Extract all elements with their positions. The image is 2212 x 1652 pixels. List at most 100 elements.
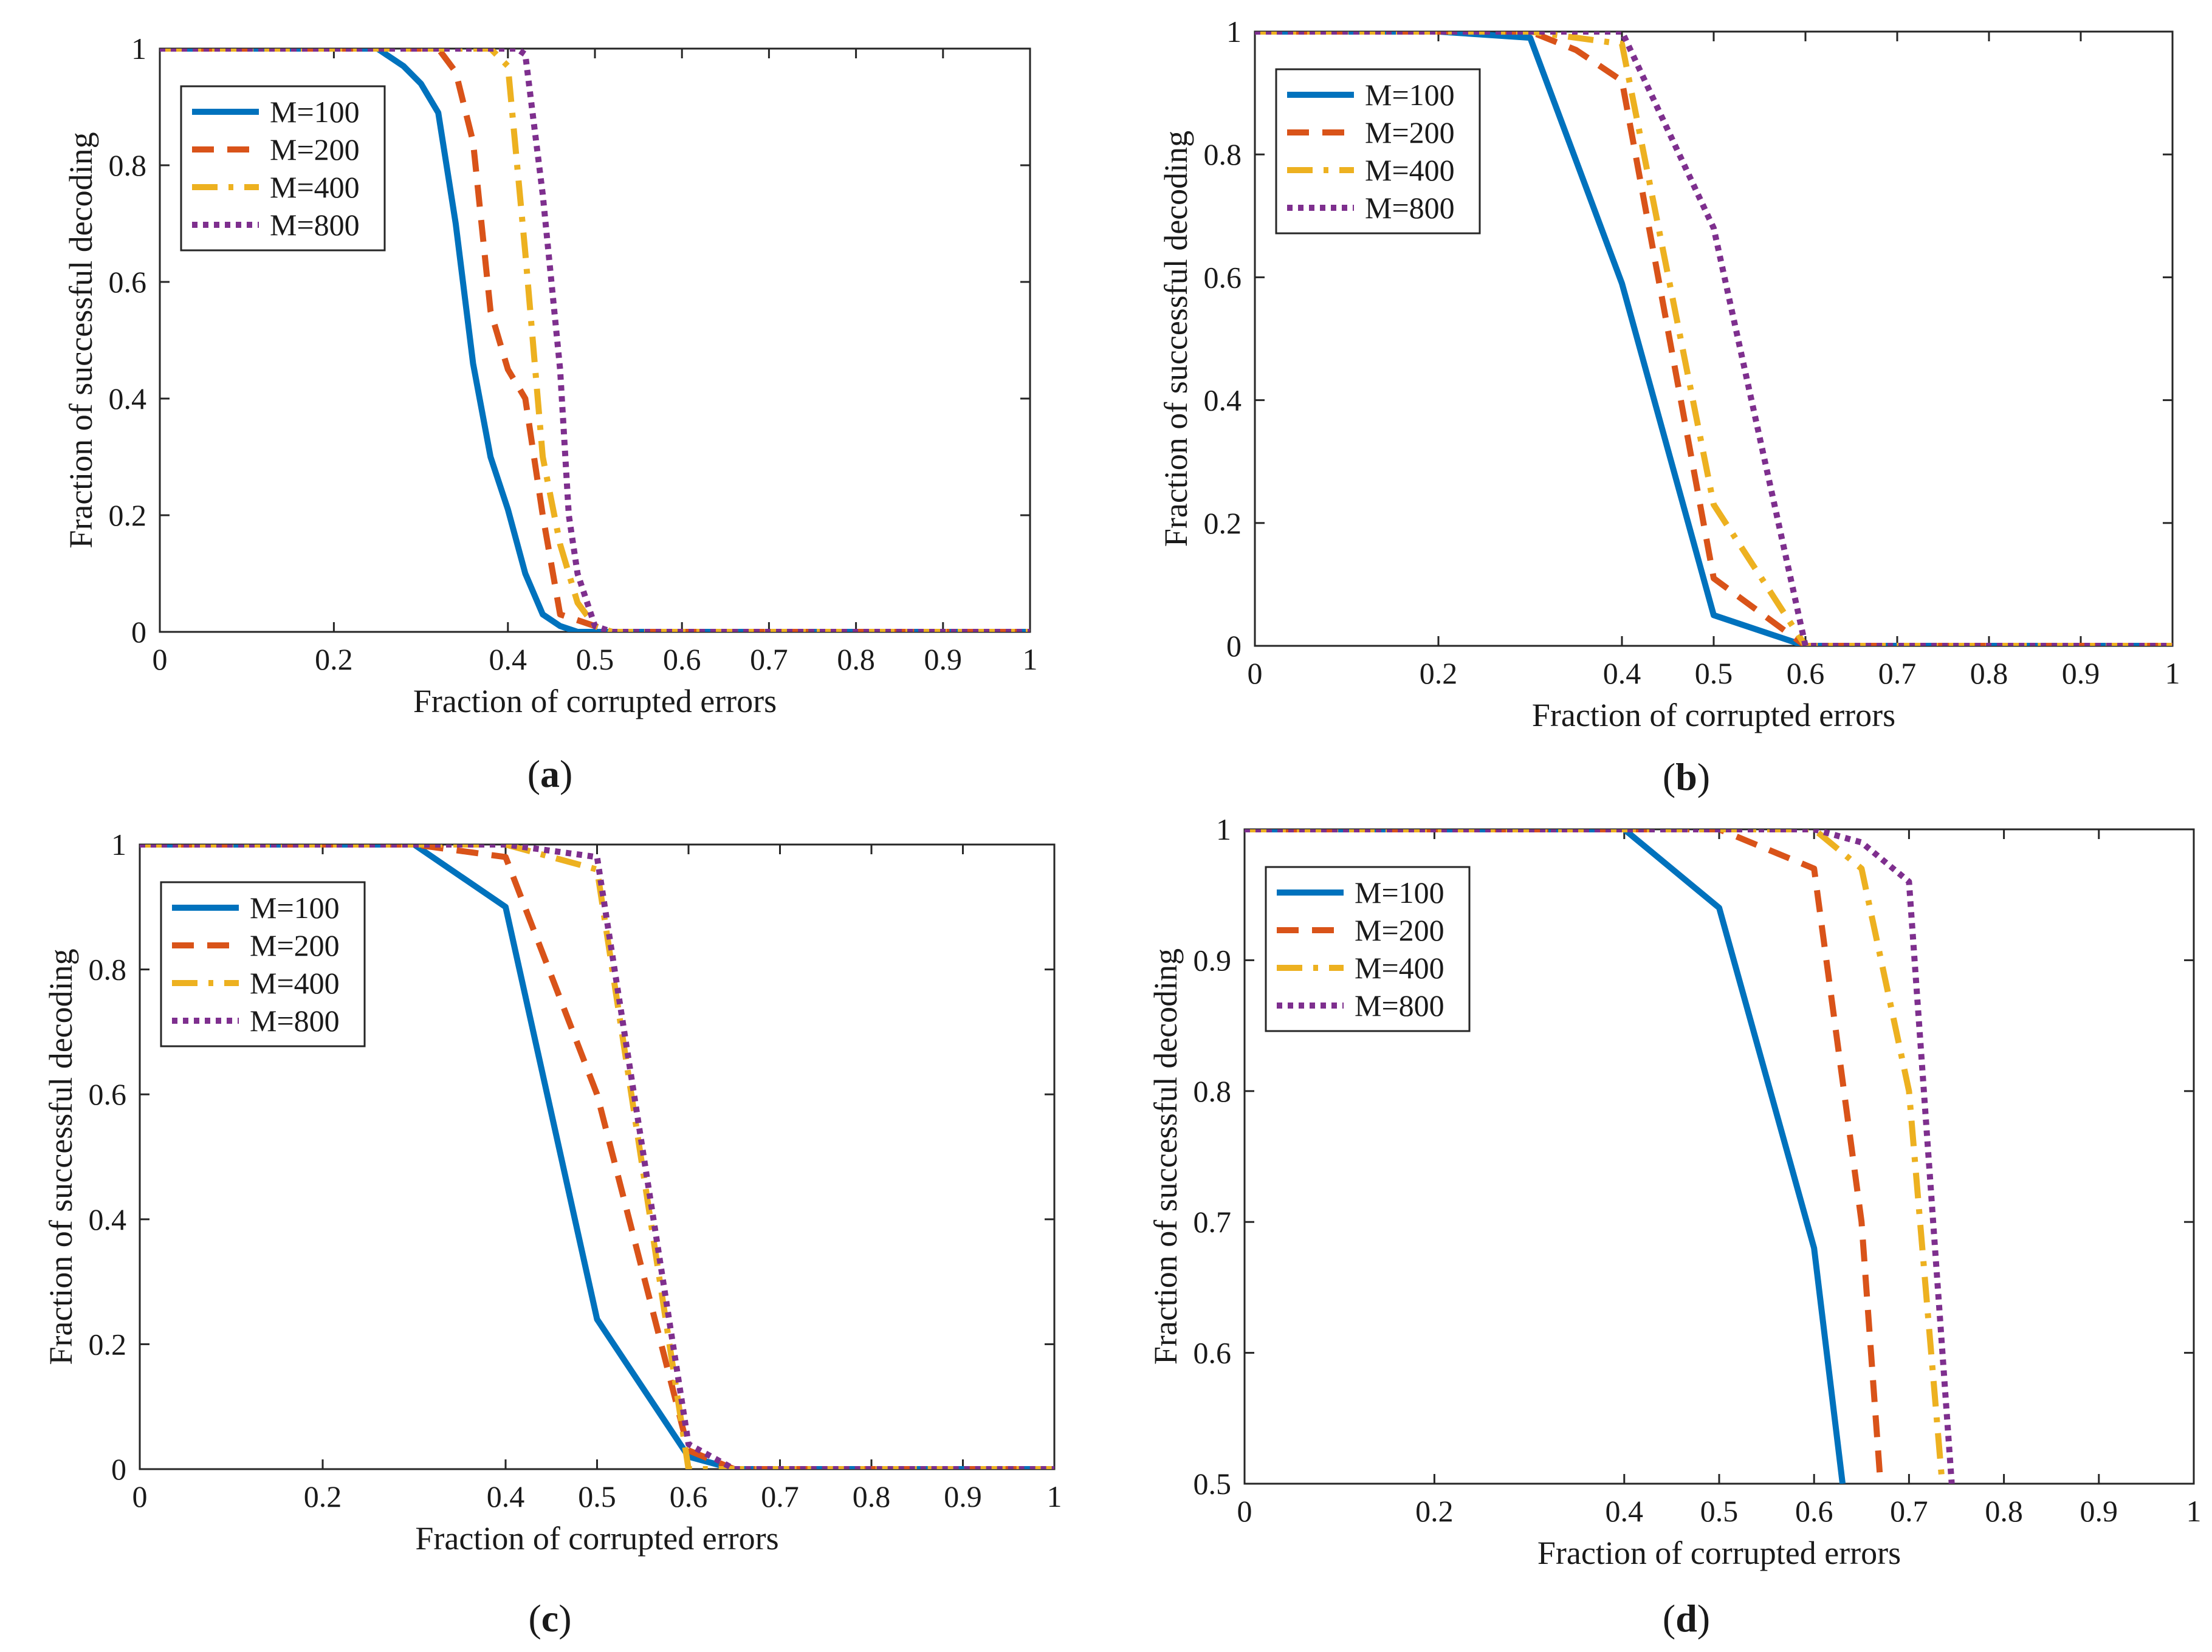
caption-close-paren: ) [1697, 755, 1710, 798]
chart-panel-b: 0 0.2 0.4 0.5 0.6 0.7 0.8 0.9 1 0 0.2 0.4 0.6 0.8 1 Fra… [1158, 15, 2180, 798]
panel-caption: (a) [527, 752, 573, 795]
x-tick-label: 0.7 [1878, 656, 1917, 690]
y-tick-label: 0.7 [1194, 1205, 1232, 1239]
series-group [1255, 32, 2172, 646]
x-tick-label: 0.8 [853, 1479, 891, 1513]
legend-label: M=800 [1365, 191, 1455, 225]
x-axis-label: Fraction of corrupted errors [1537, 1535, 1901, 1571]
series-line-m-400 [160, 49, 1030, 632]
x-tick-label: 0.2 [1415, 1494, 1454, 1528]
legend-label: M=800 [250, 1004, 340, 1038]
x-axis-label: Fraction of corrupted errors [415, 1520, 778, 1557]
chart-panel-c: 0 0.2 0.4 0.5 0.6 0.7 0.8 0.9 1 0 0.2 0.4 0.6 0.8 1 Fra… [43, 828, 1062, 1640]
y-tick-label: 0.8 [89, 953, 127, 987]
x-tick-label: 1 [2165, 656, 2180, 690]
legend-label: M=100 [1355, 876, 1444, 910]
x-tick-label: 0.2 [1420, 656, 1458, 690]
chart-panel-a: 0 0.2 0.4 0.5 0.6 0.7 0.8 0.9 1 0 0.2 0.4 0.6 0.8 1 Fra… [63, 32, 1038, 795]
x-tick-label: 1 [2186, 1494, 2202, 1528]
legend-label: M=400 [1365, 153, 1455, 187]
y-tick-label: 0.8 [1204, 137, 1242, 171]
x-tick-label: 0 [1237, 1494, 1252, 1528]
caption-close-paren: ) [558, 1597, 571, 1640]
x-tick-label: 0.9 [2062, 656, 2100, 690]
y-tick-label: 1 [1226, 15, 1242, 49]
legend-label: M=200 [270, 132, 360, 166]
panel-caption: (c) [528, 1597, 571, 1640]
series-group [1245, 829, 1955, 1484]
y-tick-label: 0 [111, 1452, 126, 1486]
x-tick-label: 0.8 [1985, 1494, 2023, 1528]
y-axis-label: Fraction of successful decoding [1147, 948, 1184, 1365]
series-line-m-800 [1255, 32, 2172, 646]
y-tick-label: 0.5 [1194, 1467, 1232, 1501]
y-tick-label: 0 [131, 615, 146, 649]
y-tick-label: 1 [111, 828, 126, 862]
x-tick-label: 0.6 [670, 1479, 708, 1513]
legend-label: M=400 [250, 966, 340, 1000]
series-line-m-100 [1255, 32, 2172, 646]
legend-label: M=800 [270, 208, 360, 242]
x-tick-label: 0.5 [1695, 656, 1733, 690]
x-tick-label: 0.6 [1795, 1494, 1833, 1528]
y-tick-label: 0.6 [1194, 1336, 1232, 1370]
x-tick-label: 0.6 [1787, 656, 1825, 690]
series-line-m-100 [140, 845, 1054, 1469]
x-tick-label: 0.9 [2080, 1494, 2118, 1528]
x-tick-label: 1 [1023, 642, 1038, 676]
y-axis-label: Fraction of successful decoding [63, 132, 99, 548]
x-tick-label: 0.5 [576, 642, 614, 676]
caption-letter: b [1675, 755, 1697, 798]
caption-open-paren: ( [1663, 755, 1675, 798]
series-line-m-100 [1245, 829, 1846, 1484]
caption-letter: a [540, 752, 560, 795]
y-tick-label: 0.2 [1204, 506, 1242, 540]
y-tick-label: 0.8 [1194, 1074, 1232, 1108]
x-tick-label: 0.2 [315, 642, 353, 676]
series-line-m-800 [160, 49, 1030, 632]
x-tick-label: 0 [1248, 656, 1263, 690]
series-line-m-200 [1245, 829, 1884, 1484]
panel-caption: (d) [1663, 1597, 1710, 1640]
caption-open-paren: ( [527, 752, 540, 795]
y-tick-label: 0.9 [1194, 943, 1232, 977]
x-tick-label: 0.2 [304, 1479, 342, 1513]
series-line-m-100 [160, 49, 1030, 632]
y-tick-label: 0.6 [1204, 260, 1242, 294]
x-tick-label: 0.5 [1700, 1494, 1739, 1528]
y-axis-label: Fraction of successful decoding [1158, 131, 1194, 547]
caption-open-paren: ( [528, 1597, 541, 1640]
x-tick-label: 0.7 [761, 1479, 799, 1513]
caption-close-paren: ) [1697, 1597, 1710, 1640]
x-tick-label: 0.9 [944, 1479, 982, 1513]
series-group [140, 845, 1054, 1469]
y-tick-label: 1 [1216, 812, 1231, 846]
legend-label: M=200 [1365, 115, 1455, 149]
legend-label: M=100 [1365, 78, 1455, 112]
y-tick-label: 0.6 [109, 265, 147, 299]
legend-label: M=100 [250, 891, 340, 925]
x-tick-label: 0.8 [837, 642, 875, 676]
x-axis-label: Fraction of corrupted errors [1532, 697, 1895, 733]
panel-caption: (b) [1663, 755, 1710, 798]
x-tick-label: 0.4 [487, 1479, 525, 1513]
x-axis-label: Fraction of corrupted errors [413, 683, 777, 719]
legend-label: M=400 [270, 170, 360, 204]
series-line-m-400 [1245, 829, 1946, 1484]
x-tick-label: 0 [153, 642, 168, 676]
y-tick-label: 0.6 [89, 1077, 127, 1111]
x-tick-label: 0.7 [1890, 1494, 1928, 1528]
x-tick-label: 0.6 [663, 642, 701, 676]
legend-label: M=800 [1355, 989, 1444, 1023]
series-line-m-800 [140, 845, 1054, 1469]
legend-label: M=400 [1355, 951, 1444, 985]
x-tick-label: 0 [132, 1479, 148, 1513]
chart-panel-d: 0 0.2 0.4 0.5 0.6 0.7 0.8 0.9 1 0.5 0.6 0.7 0.8 0.9 1 F… [1147, 812, 2202, 1640]
x-tick-label: 0.4 [1606, 1494, 1644, 1528]
caption-letter: d [1675, 1597, 1697, 1640]
legend-label: M=100 [270, 95, 360, 129]
y-tick-label: 0.4 [109, 382, 147, 416]
